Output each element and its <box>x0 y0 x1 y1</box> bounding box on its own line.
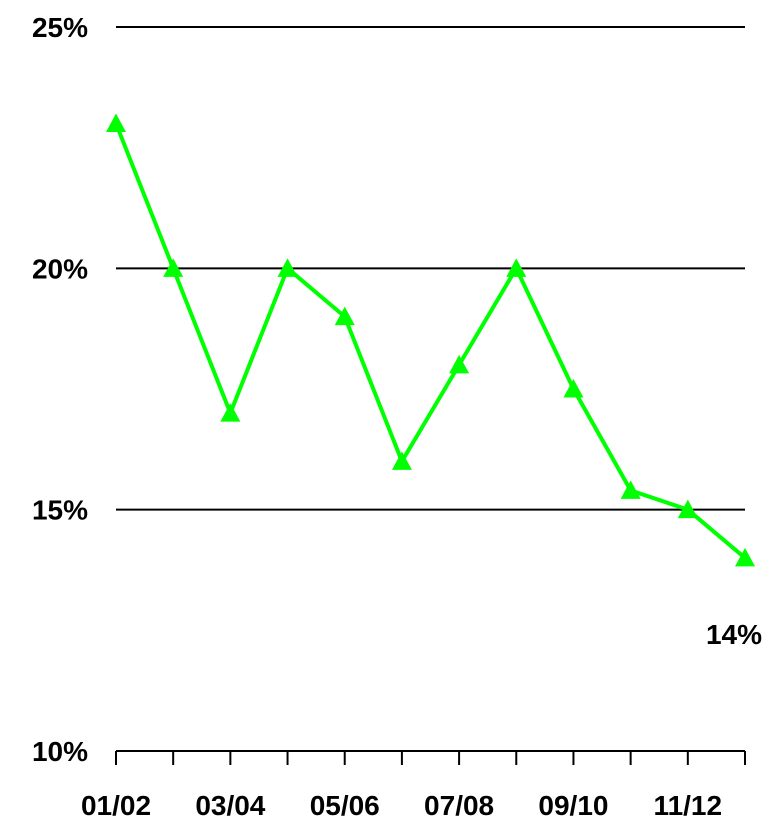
x-tick-label: 05/06 <box>310 790 380 821</box>
x-tick-label: 01/02 <box>81 790 151 821</box>
data-point-marker <box>677 499 698 519</box>
data-point-marker <box>449 354 470 374</box>
x-tick-label: 09/10 <box>538 790 608 821</box>
y-tick-label: 20% <box>32 253 88 284</box>
series <box>106 113 755 567</box>
data-label: 14% <box>706 619 762 650</box>
x-tick-label: 11/12 <box>654 790 723 821</box>
series-line <box>114 122 747 560</box>
x-tick-label: 07/08 <box>424 790 494 821</box>
data-point-marker <box>334 306 355 326</box>
x-tick-label: 03/04 <box>195 790 265 821</box>
data-point-marker <box>277 258 298 277</box>
data-point-marker <box>620 480 641 499</box>
y-tick-label: 25% <box>32 12 88 43</box>
x-axis <box>115 750 746 765</box>
y-tick-label: 15% <box>32 495 88 526</box>
data-point-marker <box>506 258 527 277</box>
y-tick-label: 10% <box>32 736 88 767</box>
gridlines <box>116 26 745 511</box>
data-point-marker <box>163 258 184 277</box>
data-point-marker <box>563 379 584 398</box>
annotations: 14% <box>706 619 762 650</box>
data-point-marker <box>735 547 755 567</box>
data-point-marker <box>391 451 412 470</box>
data-point-marker <box>106 113 126 133</box>
x-tick-labels: 01/02 03/04 05/06 07/08 09/10 11/12 <box>81 790 722 821</box>
data-point-marker <box>220 403 241 422</box>
y-tick-labels: 10% 15% 20% 25% <box>32 12 88 767</box>
